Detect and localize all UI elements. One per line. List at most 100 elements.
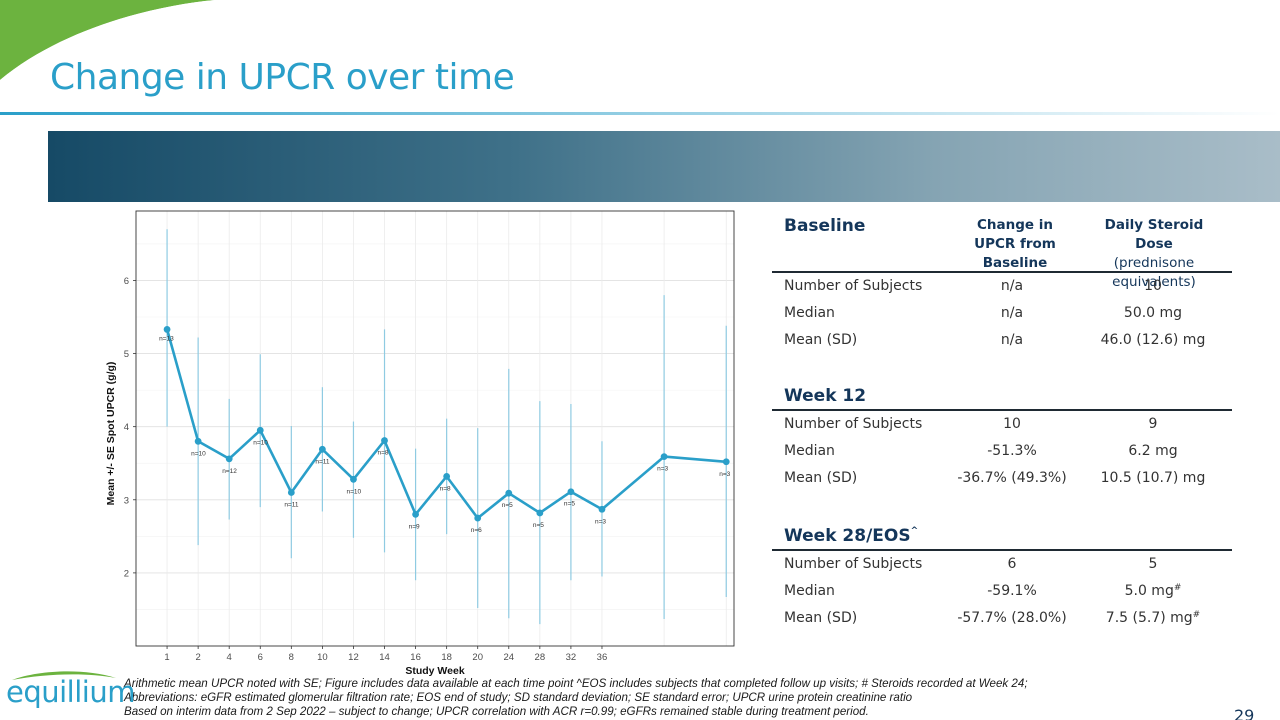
data-point <box>536 509 544 517</box>
cell-steroid-text: 5.0 mg <box>1124 583 1174 599</box>
col-header-change-line3: Baseline <box>982 255 1048 271</box>
cell-change: 6 <box>1007 556 1017 572</box>
row-label: Median <box>784 583 835 599</box>
header-gradient-band <box>48 131 1280 202</box>
x-tick-label: 4 <box>227 652 232 663</box>
hash-marker: # <box>1173 583 1182 593</box>
row-label: Number of Subjects <box>784 278 923 294</box>
page-number: 29 <box>1234 706 1255 720</box>
green-swoosh <box>0 0 215 80</box>
x-tick-label: 8 <box>289 652 294 663</box>
cell-change: -51.3% <box>987 443 1037 459</box>
section-title-week12: Week 12 <box>784 386 867 406</box>
data-point <box>194 437 202 445</box>
cell-steroid: 7.5 (5.7) mg# <box>1078 610 1228 626</box>
n-label: n=3 <box>657 466 668 473</box>
hash-marker: # <box>1192 610 1201 620</box>
caret-marker: ^ <box>910 526 919 536</box>
x-tick-label: 2 <box>195 652 200 663</box>
x-tick-label: 28 <box>535 652 546 663</box>
n-label: n=5 <box>564 501 575 508</box>
plot-panel <box>136 211 734 646</box>
cell-steroid: 5 <box>1148 556 1158 572</box>
y-tick-label: 4 <box>124 422 129 433</box>
y-tick-label: 6 <box>124 276 129 287</box>
x-tick-label: 18 <box>441 652 452 663</box>
corner-swoosh-decoration <box>0 0 230 90</box>
data-point <box>443 472 451 480</box>
cell-steroid: 6.2 mg <box>1128 443 1178 459</box>
cell-change: n/a <box>1000 332 1024 348</box>
data-point <box>163 326 171 333</box>
col-header-change-line1: Change in <box>977 217 1053 233</box>
data-point <box>256 426 264 434</box>
cell-steroid-text: 7.5 (5.7) mg <box>1105 610 1193 626</box>
plot-border <box>135 210 735 647</box>
x-tick-label: 6 <box>258 652 263 663</box>
n-label: n=10 <box>253 439 268 446</box>
col-header-change-line2: UPCR from <box>974 236 1056 252</box>
n-label: n=10 <box>346 488 361 495</box>
x-tick-label: 16 <box>410 652 421 663</box>
x-tick-label: 32 <box>566 652 577 663</box>
logo-swoosh <box>12 671 116 680</box>
cell-steroid: 10.5 (10.7) mg <box>1100 470 1206 486</box>
n-label: n=10 <box>191 450 206 457</box>
n-label: n=12 <box>222 468 237 475</box>
row-label: Median <box>784 305 835 321</box>
section-title-week28: Week 28/EOS^ <box>784 526 918 546</box>
x-tick-label: 10 <box>317 652 328 663</box>
footnote-line-1: Arithmetic mean UPCR noted with SE; Figu… <box>124 677 1028 690</box>
x-tick-label: 24 <box>503 652 514 663</box>
cell-steroid: 46.0 (12.6) mg <box>1100 332 1206 348</box>
row-label: Median <box>784 443 835 459</box>
table-rule-week12 <box>772 409 1232 411</box>
data-point <box>287 489 295 496</box>
y-tick-label: 5 <box>124 349 129 360</box>
data-point <box>567 488 575 496</box>
cell-steroid: 50.0 mg <box>1123 305 1183 321</box>
table-rule-baseline <box>772 271 1232 273</box>
col-header-change: Change in UPCR from Baseline <box>950 216 1080 273</box>
data-point <box>412 511 419 518</box>
x-tick-label: 20 <box>472 652 483 663</box>
cell-change: -36.7% (49.3%) <box>957 470 1067 486</box>
x-tick-label: 12 <box>348 652 359 663</box>
col-header-steroid-bold: Daily Steroid Dose <box>1104 217 1204 252</box>
cell-steroid: 10 <box>1144 278 1162 294</box>
row-label: Mean (SD) <box>784 610 858 626</box>
slide-title: Change in UPCR over time <box>50 57 515 98</box>
n-label: n=13 <box>159 335 174 342</box>
n-label: n=11 <box>284 501 299 508</box>
data-point <box>474 514 482 522</box>
data-point <box>722 458 730 466</box>
x-tick-label: 14 <box>379 652 390 663</box>
n-label: n=3 <box>719 471 730 478</box>
n-label: n=3 <box>595 518 606 525</box>
x-tick-label: 1 <box>164 652 169 663</box>
table-rule-week28 <box>772 549 1232 551</box>
footnote-line-2: Abbreviations: eGFR estimated glomerular… <box>124 691 913 704</box>
n-label: n=6 <box>471 527 482 534</box>
n-label: n=5 <box>502 502 513 509</box>
row-label: Mean (SD) <box>784 470 858 486</box>
data-point <box>381 437 388 444</box>
cell-change: 10 <box>1003 416 1021 432</box>
section-title-baseline: Baseline <box>784 216 866 236</box>
cell-change: n/a <box>1000 278 1024 294</box>
x-axis-title: Study Week <box>405 665 464 677</box>
data-point <box>318 445 326 453</box>
row-label: Mean (SD) <box>784 332 858 348</box>
data-point <box>660 453 668 461</box>
data-point <box>598 505 606 513</box>
n-label: n=11 <box>315 458 330 465</box>
cell-change: n/a <box>1000 305 1024 321</box>
title-underline <box>0 112 1280 115</box>
n-label: n=8 <box>440 485 451 492</box>
cell-steroid: 5.0 mg# <box>1078 583 1228 599</box>
equillium-logo <box>12 671 116 680</box>
chart-svg: n=13 n=10 n=12 n=10 n=11 n=11 n=10 n=8 n=9 n=8 n=6… <box>105 210 735 677</box>
data-point <box>225 455 233 463</box>
footnote-line-3: Based on interim data from 2 Sep 2022 – … <box>124 705 869 718</box>
y-tick-label: 2 <box>124 568 129 579</box>
